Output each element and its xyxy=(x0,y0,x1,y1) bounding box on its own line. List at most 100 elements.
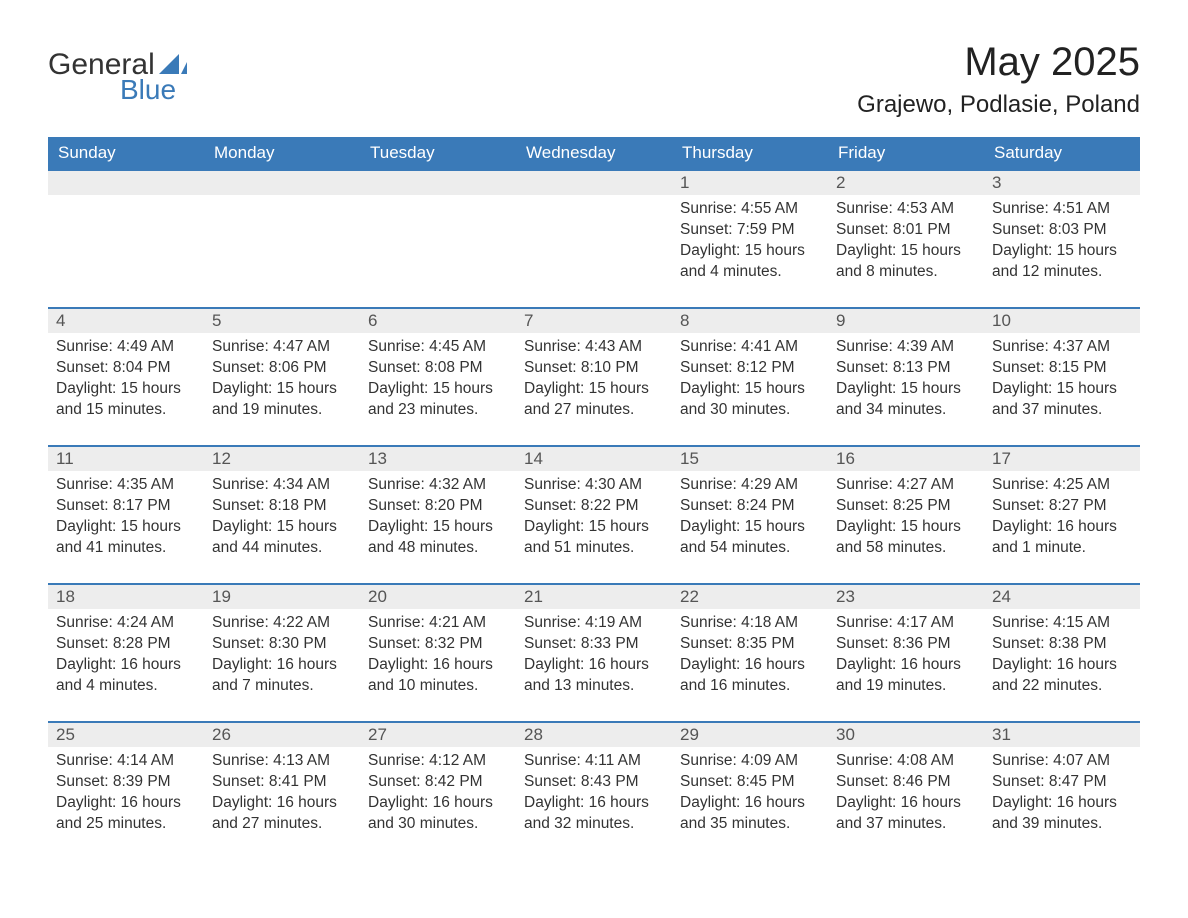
day-details: Sunrise: 4:25 AMSunset: 8:27 PMDaylight:… xyxy=(984,471,1140,563)
daylight-text: Daylight: 16 hours and 10 minutes. xyxy=(368,655,508,697)
sunrise-text: Sunrise: 4:39 AM xyxy=(836,337,976,358)
day-number: 16 xyxy=(828,447,984,471)
day-details: Sunrise: 4:07 AMSunset: 8:47 PMDaylight:… xyxy=(984,747,1140,839)
sunrise-text: Sunrise: 4:32 AM xyxy=(368,475,508,496)
day-details: Sunrise: 4:24 AMSunset: 8:28 PMDaylight:… xyxy=(48,609,204,701)
daylight-text: Daylight: 15 hours and 41 minutes. xyxy=(56,517,196,559)
day-number: 31 xyxy=(984,723,1140,747)
day-details: Sunrise: 4:09 AMSunset: 8:45 PMDaylight:… xyxy=(672,747,828,839)
week-row: 4Sunrise: 4:49 AMSunset: 8:04 PMDaylight… xyxy=(48,307,1140,429)
day-cell: 1Sunrise: 4:55 AMSunset: 7:59 PMDaylight… xyxy=(672,171,828,291)
day-number: 27 xyxy=(360,723,516,747)
sunrise-text: Sunrise: 4:35 AM xyxy=(56,475,196,496)
sunrise-text: Sunrise: 4:17 AM xyxy=(836,613,976,634)
day-details: Sunrise: 4:12 AMSunset: 8:42 PMDaylight:… xyxy=(360,747,516,839)
sunrise-text: Sunrise: 4:45 AM xyxy=(368,337,508,358)
day-number: 21 xyxy=(516,585,672,609)
sunrise-text: Sunrise: 4:09 AM xyxy=(680,751,820,772)
daylight-text: Daylight: 15 hours and 12 minutes. xyxy=(992,241,1132,283)
day-details: Sunrise: 4:13 AMSunset: 8:41 PMDaylight:… xyxy=(204,747,360,839)
daylight-text: Daylight: 15 hours and 4 minutes. xyxy=(680,241,820,283)
logo: General Blue xyxy=(48,40,187,106)
daylight-text: Daylight: 16 hours and 30 minutes. xyxy=(368,793,508,835)
day-cell xyxy=(48,171,204,291)
day-details: Sunrise: 4:41 AMSunset: 8:12 PMDaylight:… xyxy=(672,333,828,425)
weekday-header: Wednesday xyxy=(516,137,672,169)
day-cell: 22Sunrise: 4:18 AMSunset: 8:35 PMDayligh… xyxy=(672,585,828,705)
day-cell: 9Sunrise: 4:39 AMSunset: 8:13 PMDaylight… xyxy=(828,309,984,429)
day-details: Sunrise: 4:22 AMSunset: 8:30 PMDaylight:… xyxy=(204,609,360,701)
sunrise-text: Sunrise: 4:24 AM xyxy=(56,613,196,634)
daylight-text: Daylight: 16 hours and 4 minutes. xyxy=(56,655,196,697)
daylight-text: Daylight: 16 hours and 13 minutes. xyxy=(524,655,664,697)
sunrise-text: Sunrise: 4:08 AM xyxy=(836,751,976,772)
daylight-text: Daylight: 15 hours and 19 minutes. xyxy=(212,379,352,421)
daylight-text: Daylight: 16 hours and 16 minutes. xyxy=(680,655,820,697)
day-number: 7 xyxy=(516,309,672,333)
sunset-text: Sunset: 8:46 PM xyxy=(836,772,976,793)
day-details: Sunrise: 4:18 AMSunset: 8:35 PMDaylight:… xyxy=(672,609,828,701)
week-row: 11Sunrise: 4:35 AMSunset: 8:17 PMDayligh… xyxy=(48,445,1140,567)
day-cell: 25Sunrise: 4:14 AMSunset: 8:39 PMDayligh… xyxy=(48,723,204,843)
day-number: 13 xyxy=(360,447,516,471)
sunset-text: Sunset: 8:36 PM xyxy=(836,634,976,655)
day-details: Sunrise: 4:39 AMSunset: 8:13 PMDaylight:… xyxy=(828,333,984,425)
weeks-container: 1Sunrise: 4:55 AMSunset: 7:59 PMDaylight… xyxy=(48,169,1140,843)
weekday-header: Tuesday xyxy=(360,137,516,169)
day-cell: 5Sunrise: 4:47 AMSunset: 8:06 PMDaylight… xyxy=(204,309,360,429)
day-number xyxy=(516,171,672,195)
day-number xyxy=(204,171,360,195)
day-cell: 19Sunrise: 4:22 AMSunset: 8:30 PMDayligh… xyxy=(204,585,360,705)
day-details: Sunrise: 4:43 AMSunset: 8:10 PMDaylight:… xyxy=(516,333,672,425)
week-row: 18Sunrise: 4:24 AMSunset: 8:28 PMDayligh… xyxy=(48,583,1140,705)
day-details: Sunrise: 4:21 AMSunset: 8:32 PMDaylight:… xyxy=(360,609,516,701)
daylight-text: Daylight: 15 hours and 48 minutes. xyxy=(368,517,508,559)
sunrise-text: Sunrise: 4:13 AM xyxy=(212,751,352,772)
day-details: Sunrise: 4:15 AMSunset: 8:38 PMDaylight:… xyxy=(984,609,1140,701)
sunrise-text: Sunrise: 4:43 AM xyxy=(524,337,664,358)
daylight-text: Daylight: 16 hours and 22 minutes. xyxy=(992,655,1132,697)
sunrise-text: Sunrise: 4:19 AM xyxy=(524,613,664,634)
sunset-text: Sunset: 8:28 PM xyxy=(56,634,196,655)
sunset-text: Sunset: 8:13 PM xyxy=(836,358,976,379)
daylight-text: Daylight: 15 hours and 51 minutes. xyxy=(524,517,664,559)
day-number: 9 xyxy=(828,309,984,333)
sunset-text: Sunset: 8:42 PM xyxy=(368,772,508,793)
day-details: Sunrise: 4:11 AMSunset: 8:43 PMDaylight:… xyxy=(516,747,672,839)
day-details xyxy=(204,195,360,285)
daylight-text: Daylight: 16 hours and 7 minutes. xyxy=(212,655,352,697)
day-details: Sunrise: 4:45 AMSunset: 8:08 PMDaylight:… xyxy=(360,333,516,425)
sunrise-text: Sunrise: 4:49 AM xyxy=(56,337,196,358)
day-details: Sunrise: 4:14 AMSunset: 8:39 PMDaylight:… xyxy=(48,747,204,839)
month-title: May 2025 xyxy=(857,40,1140,85)
sunset-text: Sunset: 8:45 PM xyxy=(680,772,820,793)
day-number: 30 xyxy=(828,723,984,747)
day-number: 12 xyxy=(204,447,360,471)
location-label: Grajewo, Podlasie, Poland xyxy=(857,91,1140,119)
day-cell: 29Sunrise: 4:09 AMSunset: 8:45 PMDayligh… xyxy=(672,723,828,843)
daylight-text: Daylight: 15 hours and 30 minutes. xyxy=(680,379,820,421)
sunset-text: Sunset: 8:32 PM xyxy=(368,634,508,655)
sunset-text: Sunset: 8:17 PM xyxy=(56,496,196,517)
sunrise-text: Sunrise: 4:21 AM xyxy=(368,613,508,634)
day-cell: 10Sunrise: 4:37 AMSunset: 8:15 PMDayligh… xyxy=(984,309,1140,429)
day-details: Sunrise: 4:37 AMSunset: 8:15 PMDaylight:… xyxy=(984,333,1140,425)
day-details: Sunrise: 4:55 AMSunset: 7:59 PMDaylight:… xyxy=(672,195,828,287)
sunrise-text: Sunrise: 4:12 AM xyxy=(368,751,508,772)
day-details: Sunrise: 4:29 AMSunset: 8:24 PMDaylight:… xyxy=(672,471,828,563)
sail-icon xyxy=(159,52,187,74)
day-cell: 31Sunrise: 4:07 AMSunset: 8:47 PMDayligh… xyxy=(984,723,1140,843)
day-details: Sunrise: 4:32 AMSunset: 8:20 PMDaylight:… xyxy=(360,471,516,563)
weekday-header: Friday xyxy=(828,137,984,169)
week-row: 1Sunrise: 4:55 AMSunset: 7:59 PMDaylight… xyxy=(48,169,1140,291)
day-cell: 15Sunrise: 4:29 AMSunset: 8:24 PMDayligh… xyxy=(672,447,828,567)
day-number xyxy=(360,171,516,195)
day-cell: 3Sunrise: 4:51 AMSunset: 8:03 PMDaylight… xyxy=(984,171,1140,291)
day-number: 26 xyxy=(204,723,360,747)
sunrise-text: Sunrise: 4:51 AM xyxy=(992,199,1132,220)
day-number: 11 xyxy=(48,447,204,471)
sunrise-text: Sunrise: 4:41 AM xyxy=(680,337,820,358)
day-details: Sunrise: 4:08 AMSunset: 8:46 PMDaylight:… xyxy=(828,747,984,839)
day-cell: 11 Sunrise: 4:35 AMSunset: 8:17 PMDayligh… xyxy=(48,447,204,567)
sunset-text: Sunset: 7:59 PM xyxy=(680,220,820,241)
